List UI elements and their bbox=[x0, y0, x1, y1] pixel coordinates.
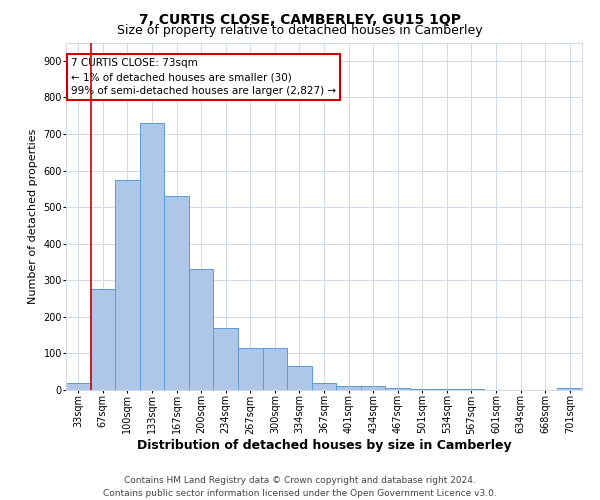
Bar bbox=[312, 382, 336, 390]
Bar bbox=[238, 348, 263, 390]
Bar bbox=[91, 290, 115, 390]
Bar bbox=[140, 123, 164, 390]
Bar bbox=[263, 348, 287, 390]
Bar bbox=[434, 389, 459, 390]
X-axis label: Distribution of detached houses by size in Camberley: Distribution of detached houses by size … bbox=[137, 439, 511, 452]
Bar bbox=[287, 366, 312, 390]
Text: Size of property relative to detached houses in Camberley: Size of property relative to detached ho… bbox=[117, 24, 483, 37]
Y-axis label: Number of detached properties: Number of detached properties bbox=[28, 128, 38, 304]
Bar bbox=[214, 328, 238, 390]
Text: Contains HM Land Registry data © Crown copyright and database right 2024.
Contai: Contains HM Land Registry data © Crown c… bbox=[103, 476, 497, 498]
Bar bbox=[336, 386, 361, 390]
Bar bbox=[385, 388, 410, 390]
Text: 7 CURTIS CLOSE: 73sqm
← 1% of detached houses are smaller (30)
99% of semi-detac: 7 CURTIS CLOSE: 73sqm ← 1% of detached h… bbox=[71, 58, 336, 96]
Bar bbox=[361, 386, 385, 390]
Bar bbox=[66, 382, 91, 390]
Bar bbox=[164, 196, 189, 390]
Text: 7, CURTIS CLOSE, CAMBERLEY, GU15 1QP: 7, CURTIS CLOSE, CAMBERLEY, GU15 1QP bbox=[139, 12, 461, 26]
Bar bbox=[410, 388, 434, 390]
Bar bbox=[115, 180, 140, 390]
Bar bbox=[189, 270, 214, 390]
Bar bbox=[557, 388, 582, 390]
